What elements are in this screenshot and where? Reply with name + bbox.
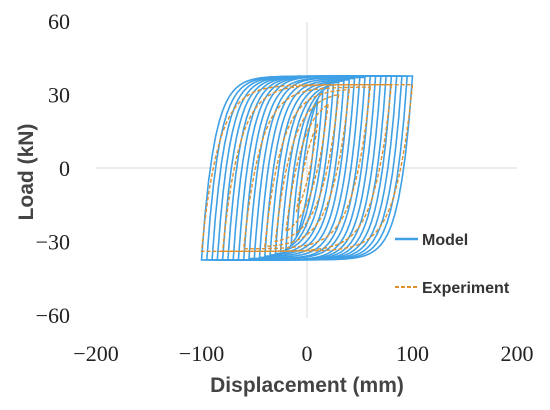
legend-model-label: Model [422, 232, 468, 249]
x-tick-label: −100 [179, 341, 224, 366]
x-tick-label: 200 [501, 341, 534, 366]
experiment-loop [295, 123, 319, 213]
series-model [200, 75, 414, 261]
legend: Model Experiment [395, 232, 510, 297]
y-axis-title: Load (kN) [15, 124, 38, 221]
experiment-loop [285, 102, 329, 234]
model-loop [290, 89, 324, 246]
y-tick-label: 30 [48, 83, 70, 108]
y-tick-labels: 60 30 0 −30 −60 [36, 9, 70, 328]
x-tick-labels: −200 −100 0 100 200 [73, 341, 533, 366]
model-loop [258, 77, 356, 259]
experiment-loop [264, 88, 350, 248]
model-loop [274, 81, 340, 255]
y-tick-label: 0 [59, 156, 70, 181]
x-tick-label: −200 [73, 341, 118, 366]
x-tick-label: 0 [302, 341, 313, 366]
series-layer [200, 75, 414, 261]
model-loop [269, 80, 345, 256]
experiment-loop [242, 86, 372, 250]
series-experiment [200, 84, 414, 252]
x-tick-label: 100 [396, 341, 429, 366]
y-tick-label: −30 [36, 230, 70, 255]
y-tick-label: 60 [48, 9, 70, 34]
x-axis-title: Displacement (mm) [210, 374, 404, 397]
model-loop [263, 79, 351, 257]
model-loop [200, 75, 414, 261]
model-loop [284, 85, 330, 251]
axes [96, 22, 517, 318]
y-tick-label: −60 [36, 303, 70, 328]
legend-experiment-label: Experiment [422, 280, 510, 297]
experiment-loop [200, 84, 414, 252]
experiment-loop [274, 93, 340, 243]
model-loop [248, 76, 366, 260]
